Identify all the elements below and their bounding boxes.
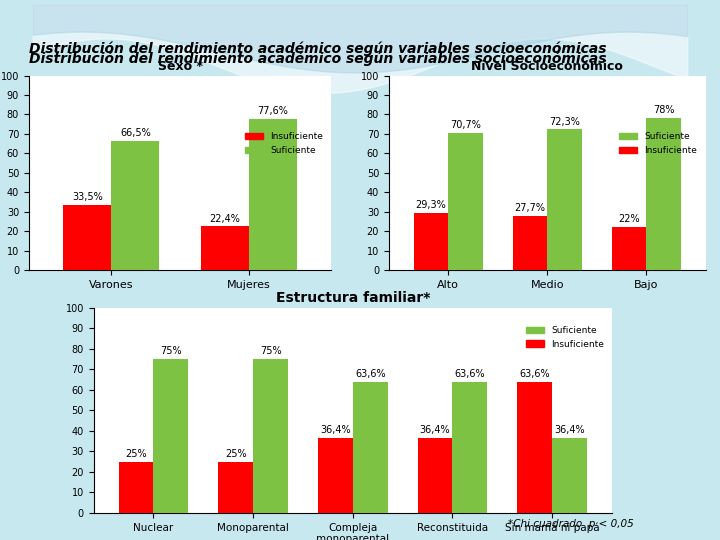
- Text: 33,5%: 33,5%: [72, 192, 102, 202]
- Text: 36,4%: 36,4%: [320, 425, 351, 435]
- Text: 22%: 22%: [618, 214, 639, 224]
- Bar: [647, 118, 681, 270]
- Text: 72,3%: 72,3%: [549, 117, 580, 126]
- Bar: [513, 216, 547, 270]
- Text: 25%: 25%: [125, 449, 147, 458]
- Bar: [153, 359, 189, 513]
- Text: 66,5%: 66,5%: [120, 128, 150, 138]
- Text: 36,4%: 36,4%: [420, 425, 450, 435]
- Text: 22,4%: 22,4%: [210, 213, 240, 224]
- Text: *Chi cuadrado  p < 0,05: *Chi cuadrado p < 0,05: [508, 519, 634, 529]
- Legend: Insuficiente, Suficiente: Insuficiente, Suficiente: [241, 129, 327, 159]
- Text: 78%: 78%: [653, 105, 674, 116]
- Bar: [253, 359, 288, 513]
- Bar: [353, 382, 387, 513]
- Bar: [413, 213, 448, 270]
- Text: 63,6%: 63,6%: [454, 369, 485, 380]
- Legend: Suficiente, Insuficiente: Suficiente, Insuficiente: [616, 129, 701, 159]
- Bar: [448, 132, 483, 270]
- Bar: [318, 438, 353, 513]
- Text: 63,6%: 63,6%: [355, 369, 385, 380]
- Bar: [63, 205, 112, 270]
- Title: Estructura familiar*: Estructura familiar*: [276, 291, 430, 305]
- Bar: [517, 382, 552, 513]
- Bar: [418, 438, 452, 513]
- Bar: [248, 119, 297, 270]
- Legend: Suficiente, Insuficiente: Suficiente, Insuficiente: [522, 322, 608, 352]
- Text: 29,3%: 29,3%: [415, 200, 446, 210]
- Text: 70,7%: 70,7%: [450, 120, 481, 130]
- Title: Nivel Socioeconómico: Nivel Socioeconómico: [472, 60, 623, 73]
- Bar: [452, 382, 487, 513]
- Text: 75%: 75%: [160, 346, 181, 356]
- Bar: [552, 438, 587, 513]
- Bar: [547, 130, 582, 270]
- Bar: [112, 141, 159, 270]
- Text: Distribución del rendimiento académico según variables socioeconómicas: Distribución del rendimiento académico s…: [29, 42, 606, 56]
- Title: Sexo *: Sexo *: [158, 60, 202, 73]
- Text: Distribución del rendimiento académico según variables socioeconómicas: Distribución del rendimiento académico s…: [29, 51, 606, 66]
- Text: 36,4%: 36,4%: [554, 425, 585, 435]
- Text: 25%: 25%: [225, 449, 246, 458]
- Bar: [119, 462, 153, 513]
- Bar: [218, 462, 253, 513]
- Text: 75%: 75%: [260, 346, 282, 356]
- Bar: [201, 226, 248, 270]
- Text: 63,6%: 63,6%: [519, 369, 550, 380]
- Bar: [611, 227, 647, 270]
- Text: 77,6%: 77,6%: [257, 106, 288, 116]
- Text: 27,7%: 27,7%: [514, 203, 545, 213]
